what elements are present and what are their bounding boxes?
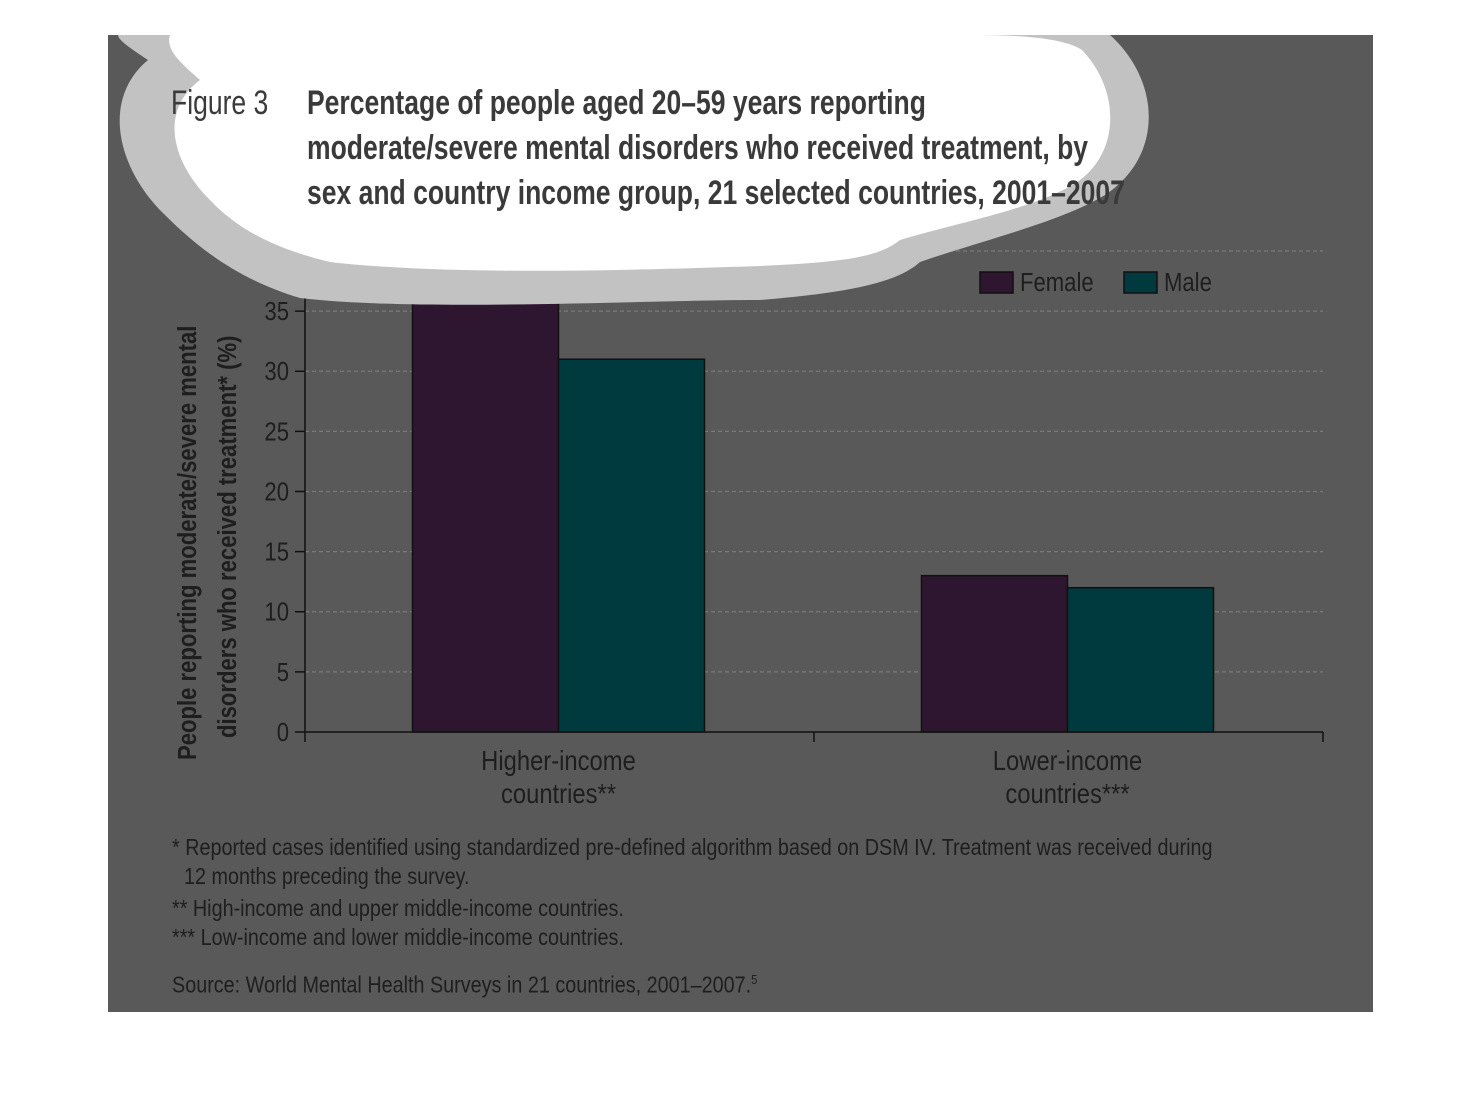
- legend: Female Male: [979, 268, 1212, 297]
- source-note-wrap: Source: World Mental Health Surveys in 2…: [172, 965, 757, 1000]
- y-tick-label: 25: [264, 418, 289, 447]
- figure-label: Figure 3: [171, 84, 268, 122]
- legend-label-female: Female: [1020, 268, 1094, 297]
- y-axis-title: People reporting moderate/severe mental …: [173, 326, 242, 760]
- footnote-dsm: * Reported cases identified using standa…: [172, 833, 1322, 891]
- footnote-dsm-line-2: 12 months preceding the survey.: [184, 863, 470, 889]
- source-reference: 5: [751, 972, 758, 987]
- y-axis-title-line-2: disorders who received treatment* (%): [213, 335, 242, 738]
- legend-label-male: Male: [1164, 268, 1212, 297]
- y-tick-label: 35: [264, 297, 289, 326]
- bar-female-higher-income: [411, 274, 560, 733]
- bar-female-lower-income: [920, 574, 1069, 733]
- chart-title: Figure 3 Percentage of people aged 20–59…: [171, 84, 1125, 212]
- legend-swatch-male: [1123, 271, 1158, 294]
- title-line-3: sex and country income group, 21 selecte…: [307, 174, 1125, 212]
- y-tick-label: 20: [264, 478, 289, 507]
- footnote-low-income: *** Low-income and lower middle-income c…: [172, 923, 1322, 952]
- bar-male-lower-income: [1066, 586, 1215, 733]
- y-tick-label: 0: [277, 718, 289, 747]
- source-note: Source: World Mental Health Surveys in 2…: [172, 965, 1322, 1000]
- footnote-high-income-text: ** High-income and upper middle-income c…: [172, 895, 624, 921]
- y-axis-title-line-1: People reporting moderate/severe mental: [173, 326, 202, 760]
- footnote-low-income-text: *** Low-income and lower middle-income c…: [172, 924, 624, 950]
- source-text: Source: World Mental Health Surveys in 2…: [172, 971, 752, 998]
- x-category-label: countries**: [501, 777, 616, 809]
- footnote-high-income: ** High-income and upper middle-income c…: [172, 894, 1322, 923]
- bars: [411, 274, 1215, 733]
- x-category-label: Higher-income: [481, 744, 636, 776]
- x-category-label: countries***: [1005, 777, 1129, 809]
- y-tick-label: 5: [277, 658, 289, 687]
- x-category-label: Lower-income: [993, 744, 1142, 776]
- bar-male-higher-income: [557, 358, 706, 733]
- legend-swatch-female: [979, 271, 1014, 294]
- y-tick-label: 10: [264, 598, 289, 627]
- footnote-dsm-line-1: * Reported cases identified using standa…: [172, 834, 1213, 860]
- y-tick-label: 15: [264, 538, 289, 567]
- title-line-2: moderate/severe mental disorders who rec…: [307, 129, 1088, 167]
- title-highlight-cloud: [118, 35, 1149, 305]
- title-line-1: Percentage of people aged 20–59 years re…: [307, 84, 926, 122]
- y-tick-label: 30: [264, 358, 289, 387]
